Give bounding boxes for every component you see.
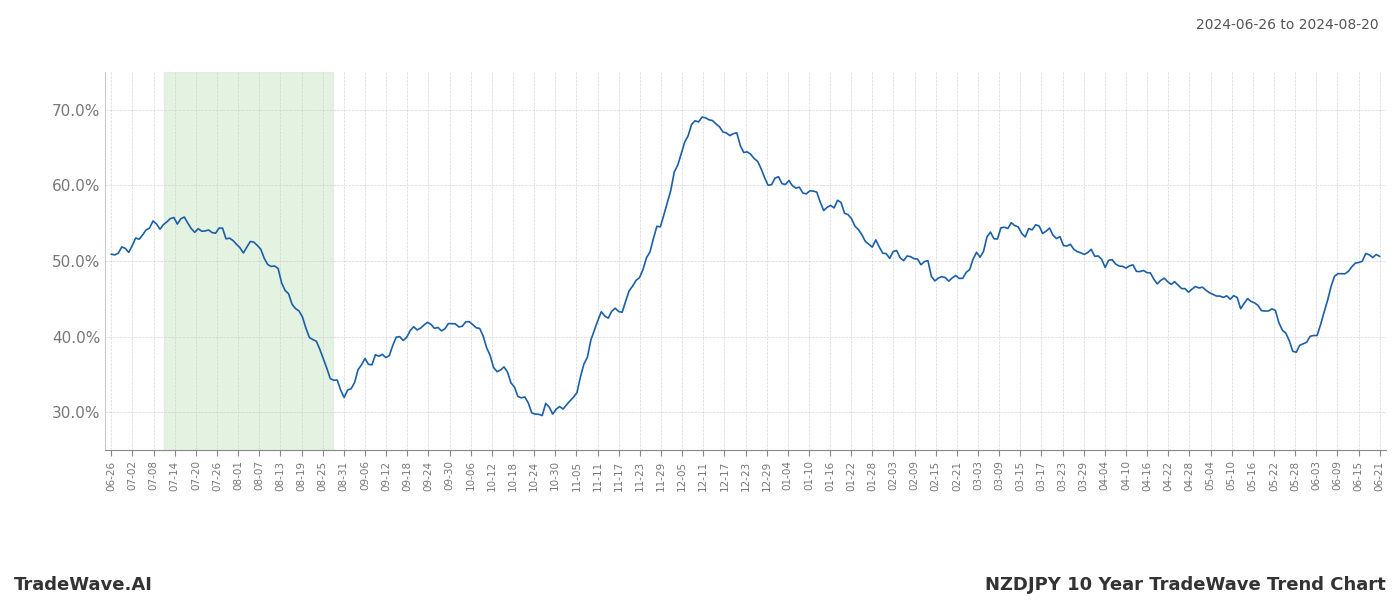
Text: NZDJPY 10 Year TradeWave Trend Chart: NZDJPY 10 Year TradeWave Trend Chart bbox=[986, 576, 1386, 594]
Text: 2024-06-26 to 2024-08-20: 2024-06-26 to 2024-08-20 bbox=[1197, 18, 1379, 32]
Text: TradeWave.AI: TradeWave.AI bbox=[14, 576, 153, 594]
Bar bbox=[164, 72, 333, 450]
